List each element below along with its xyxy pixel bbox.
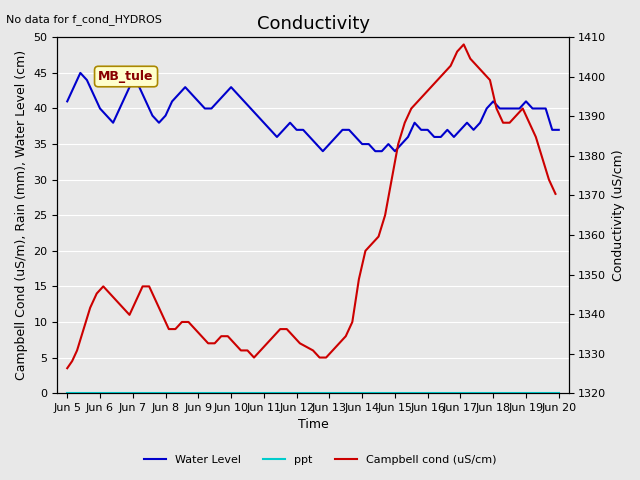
Y-axis label: Campbell Cond (uS/m), Rain (mm), Water Level (cm): Campbell Cond (uS/m), Rain (mm), Water L… bbox=[15, 50, 28, 380]
Title: Conductivity: Conductivity bbox=[257, 15, 369, 33]
Text: MB_tule: MB_tule bbox=[99, 70, 154, 83]
X-axis label: Time: Time bbox=[298, 419, 328, 432]
Text: No data for f_cond_HYDROS: No data for f_cond_HYDROS bbox=[6, 14, 163, 25]
Legend: Water Level, ppt, Campbell cond (uS/cm): Water Level, ppt, Campbell cond (uS/cm) bbox=[140, 451, 500, 469]
Y-axis label: Conductivity (uS/cm): Conductivity (uS/cm) bbox=[612, 149, 625, 281]
